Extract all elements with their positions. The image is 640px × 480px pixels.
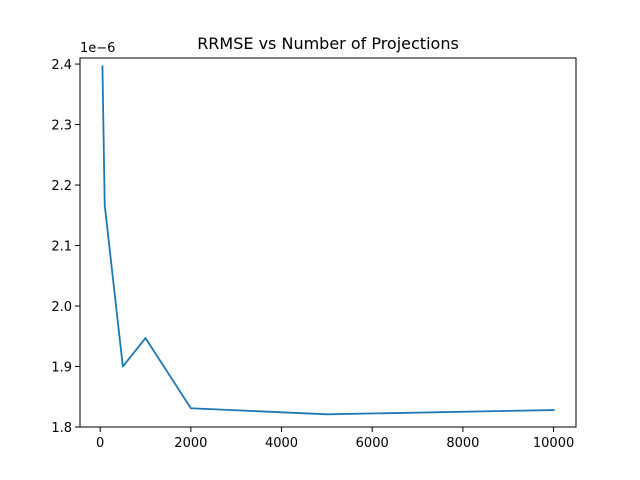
- chart-title: RRMSE vs Number of Projections: [197, 34, 459, 53]
- axes: 0 2000 4000 6000 8000 10000 1.8 1.9 2.0 2.1 2.2 2.3…: [51, 57, 577, 451]
- y-tick-label: 2.2: [51, 179, 72, 194]
- data-point-0-6: [552, 409, 555, 411]
- y-tick-label: 1.8: [51, 421, 72, 436]
- x-tick-label: 4000: [265, 436, 298, 451]
- data-point-0-0: [101, 65, 104, 68]
- x-tick-label: 2000: [174, 436, 207, 451]
- data-point-0-4: [189, 407, 192, 410]
- y-tick-label: 2.4: [51, 58, 72, 73]
- y-tick-label: 2.3: [51, 119, 72, 134]
- x-tick-label: 10000: [533, 436, 574, 451]
- data-point-0-1: [103, 204, 106, 206]
- x-tick-label: 0: [96, 436, 104, 451]
- y-tick-label: 2.1: [51, 240, 72, 255]
- data-point-0-2: [121, 365, 124, 368]
- y-tick-label: 1.9: [51, 361, 72, 376]
- x-tick-label: 6000: [356, 436, 389, 451]
- y-axis-offset-label: 1e−6: [80, 41, 115, 56]
- plot-area: [101, 65, 555, 416]
- y-tick-label: 2.0: [51, 300, 72, 315]
- axes-frame: [79, 57, 577, 428]
- data-point-0-3: [144, 337, 147, 339]
- data-point-0-5: [325, 413, 328, 416]
- x-tick-label: 8000: [446, 436, 479, 451]
